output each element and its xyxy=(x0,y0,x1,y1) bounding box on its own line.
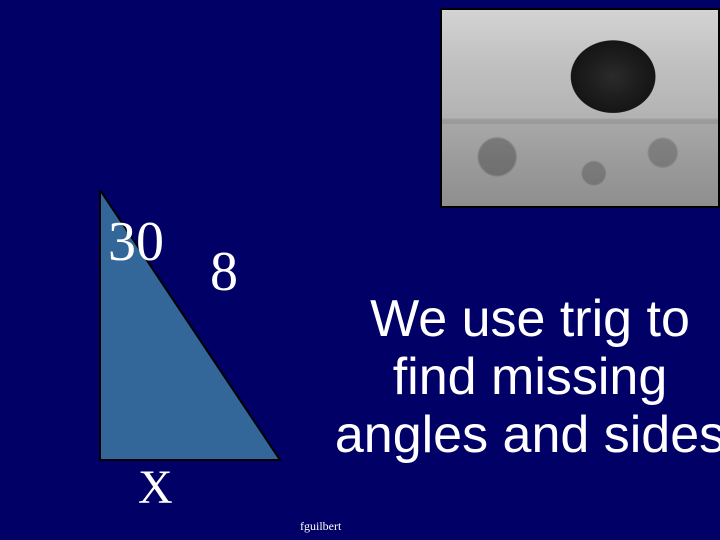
footer-credit: fguilbert xyxy=(300,519,341,534)
chimpanzee-photo xyxy=(440,8,720,208)
hypotenuse-label: 8 xyxy=(210,240,238,304)
base-side-label: X xyxy=(138,460,173,515)
right-triangle xyxy=(60,190,290,490)
slide: 30 8 X We use trig to find missing angle… xyxy=(0,0,720,540)
triangle-diagram: 30 8 X xyxy=(60,190,290,490)
photo-foreground-rock xyxy=(442,124,718,206)
angle-top-label: 30 xyxy=(108,210,164,274)
text-line-3: angles and sides xyxy=(320,406,720,464)
slide-body-text: We use trig to find missing angles and s… xyxy=(320,290,720,465)
text-line-1: We use trig to xyxy=(320,290,720,348)
text-line-2: find missing xyxy=(320,348,720,406)
